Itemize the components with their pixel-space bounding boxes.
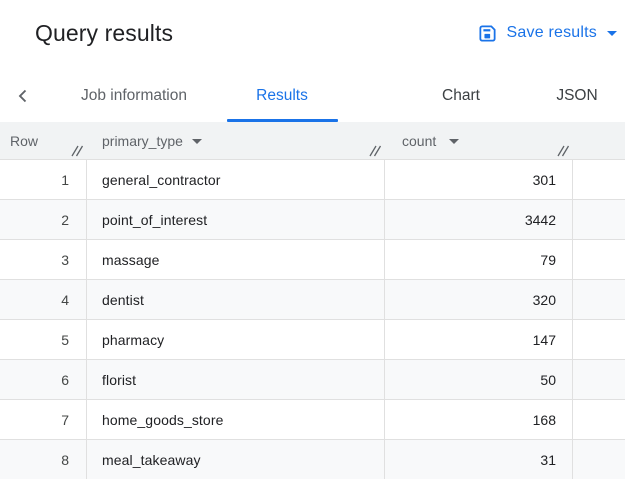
row-number-cell: 7	[0, 400, 87, 439]
row-number-cell: 4	[0, 280, 87, 319]
spacer-cell	[573, 280, 625, 319]
count-cell: 320	[385, 280, 573, 319]
active-tab-underline	[227, 119, 338, 122]
count-cell: 79	[385, 240, 573, 279]
tab-results[interactable]: Results	[256, 87, 308, 104]
table-row: 7 home_goods_store 168	[0, 400, 625, 440]
tab-job-information[interactable]: Job information	[81, 87, 187, 104]
primary-type-cell: massage	[87, 240, 385, 279]
dropdown-caret-icon	[607, 30, 617, 36]
panel-header: Query results Save results	[0, 0, 625, 71]
tab-json[interactable]: JSON	[556, 87, 598, 104]
save-results-label: Save results	[506, 24, 597, 41]
spacer-cell	[573, 320, 625, 359]
primary-type-cell: dentist	[87, 280, 385, 319]
table-row: 1 general_contractor 301	[0, 160, 625, 200]
row-number-cell: 2	[0, 200, 87, 239]
count-cell: 50	[385, 360, 573, 399]
row-number-cell: 1	[0, 160, 87, 199]
count-cell: 301	[385, 160, 573, 199]
primary-type-cell: pharmacy	[87, 320, 385, 359]
primary-type-cell: point_of_interest	[87, 200, 385, 239]
arrow-drop-down-icon[interactable]	[449, 139, 460, 144]
count-cell: 147	[385, 320, 573, 359]
column-header-primary-type[interactable]: primary_type	[102, 122, 202, 159]
scroll-tabs-left-button[interactable]	[13, 86, 33, 106]
spacer-cell	[573, 360, 625, 399]
page-title: Query results	[35, 20, 174, 46]
save-results-button[interactable]: Save results	[477, 19, 617, 47]
table-row: 3 massage 79	[0, 240, 625, 280]
spacer-cell	[573, 440, 625, 479]
column-resize-handle[interactable]	[556, 144, 570, 157]
row-number-cell: 8	[0, 440, 87, 479]
column-label: Row	[10, 132, 39, 149]
table-body: 1 general_contractor 301 2 point_of_interest…	[0, 160, 625, 479]
tab-chart[interactable]: Chart	[442, 87, 480, 104]
spacer-cell	[573, 200, 625, 239]
column-label: count	[402, 132, 437, 149]
column-resize-handle[interactable]	[368, 144, 382, 157]
column-label: primary_type	[102, 132, 183, 149]
save-icon	[477, 23, 498, 44]
primary-type-cell: general_contractor	[87, 160, 385, 199]
column-resize-handle[interactable]	[70, 144, 84, 157]
table-header-row: Row primary_type count	[0, 122, 625, 160]
table-row: 2 point_of_interest 3442	[0, 200, 625, 240]
arrow-drop-down-icon[interactable]	[191, 139, 202, 144]
spacer-cell	[573, 240, 625, 279]
table-row: 8 meal_takeaway 31	[0, 440, 625, 479]
table-row: 5 pharmacy 147	[0, 320, 625, 360]
tab-bar: Job information Results Chart JSON	[0, 70, 625, 123]
primary-type-cell: home_goods_store	[87, 400, 385, 439]
primary-type-cell: florist	[87, 360, 385, 399]
count-cell: 168	[385, 400, 573, 439]
row-number-cell: 3	[0, 240, 87, 279]
table-row: 6 florist 50	[0, 360, 625, 400]
count-cell: 31	[385, 440, 573, 479]
chevron-left-icon	[14, 87, 32, 105]
spacer-cell	[573, 400, 625, 439]
column-header-row: Row	[10, 122, 38, 159]
table-row: 4 dentist 320	[0, 280, 625, 320]
count-cell: 3442	[385, 200, 573, 239]
spacer-cell	[573, 160, 625, 199]
row-number-cell: 6	[0, 360, 87, 399]
primary-type-cell: meal_takeaway	[87, 440, 385, 479]
row-number-cell: 5	[0, 320, 87, 359]
column-header-count[interactable]: count	[402, 122, 460, 159]
